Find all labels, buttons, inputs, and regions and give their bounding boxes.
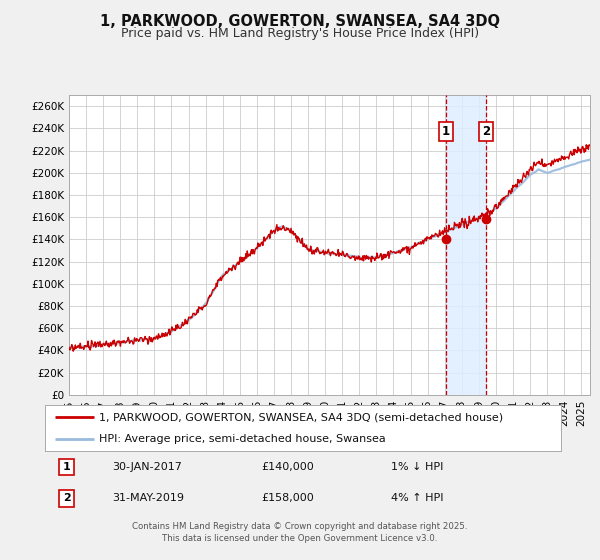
Bar [446, 95, 486, 395]
Text: 30-JAN-2017: 30-JAN-2017 [112, 462, 182, 472]
Text: 2: 2 [482, 125, 490, 138]
Text: 1: 1 [442, 125, 450, 138]
Text: 31-MAY-2019: 31-MAY-2019 [112, 493, 184, 503]
Text: 1% ↓ HPI: 1% ↓ HPI [391, 462, 443, 472]
Text: 1: 1 [63, 462, 71, 472]
Text: Contains HM Land Registry data © Crown copyright and database right 2025.
This d: Contains HM Land Registry data © Crown c… [132, 522, 468, 543]
Text: Price paid vs. HM Land Registry's House Price Index (HPI): Price paid vs. HM Land Registry's House … [121, 27, 479, 40]
Text: £158,000: £158,000 [262, 493, 314, 503]
Text: 2: 2 [63, 493, 71, 503]
Text: 4% ↑ HPI: 4% ↑ HPI [391, 493, 443, 503]
Text: 1, PARKWOOD, GOWERTON, SWANSEA, SA4 3DQ: 1, PARKWOOD, GOWERTON, SWANSEA, SA4 3DQ [100, 14, 500, 29]
Text: 1, PARKWOOD, GOWERTON, SWANSEA, SA4 3DQ (semi-detached house): 1, PARKWOOD, GOWERTON, SWANSEA, SA4 3DQ … [99, 412, 503, 422]
Text: £140,000: £140,000 [262, 462, 314, 472]
Text: HPI: Average price, semi-detached house, Swansea: HPI: Average price, semi-detached house,… [99, 435, 386, 444]
